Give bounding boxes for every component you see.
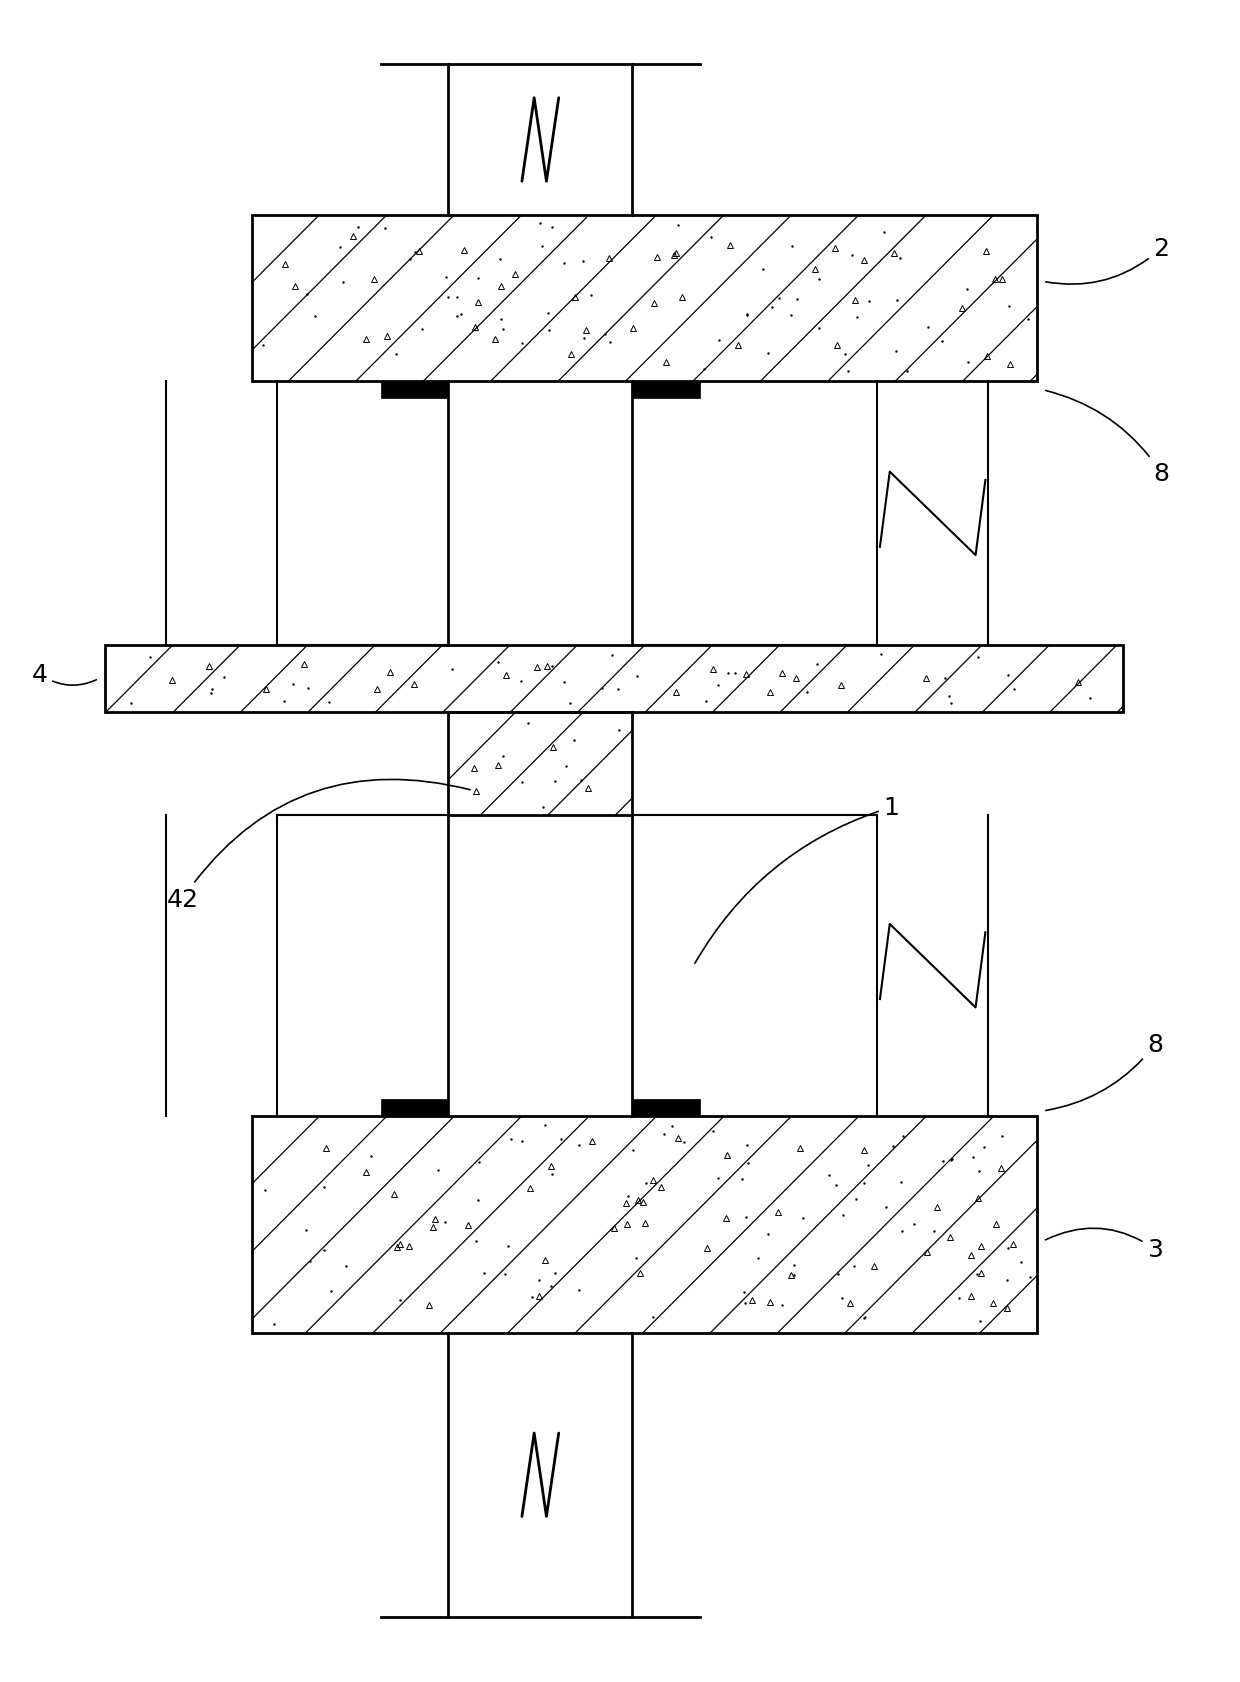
- Bar: [105, 646, 1122, 713]
- Bar: [252, 1117, 1037, 1334]
- Text: 8: 8: [1045, 1033, 1163, 1110]
- Bar: [381, 1100, 449, 1117]
- Bar: [632, 1100, 699, 1117]
- Bar: [252, 215, 1037, 382]
- Text: 8: 8: [1045, 392, 1169, 486]
- Text: 4: 4: [31, 663, 97, 686]
- Bar: [252, 215, 1037, 382]
- Text: 42: 42: [166, 780, 470, 912]
- Bar: [449, 713, 632, 816]
- Bar: [252, 215, 1037, 382]
- Bar: [449, 713, 632, 816]
- Bar: [105, 646, 1122, 713]
- Bar: [252, 1117, 1037, 1334]
- Bar: [252, 1117, 1037, 1334]
- Bar: [632, 382, 699, 399]
- Bar: [381, 382, 449, 399]
- Text: 3: 3: [1045, 1228, 1163, 1262]
- Bar: [449, 713, 632, 816]
- Bar: [105, 646, 1122, 713]
- Text: 1: 1: [694, 796, 899, 964]
- Text: 2: 2: [1045, 237, 1169, 284]
